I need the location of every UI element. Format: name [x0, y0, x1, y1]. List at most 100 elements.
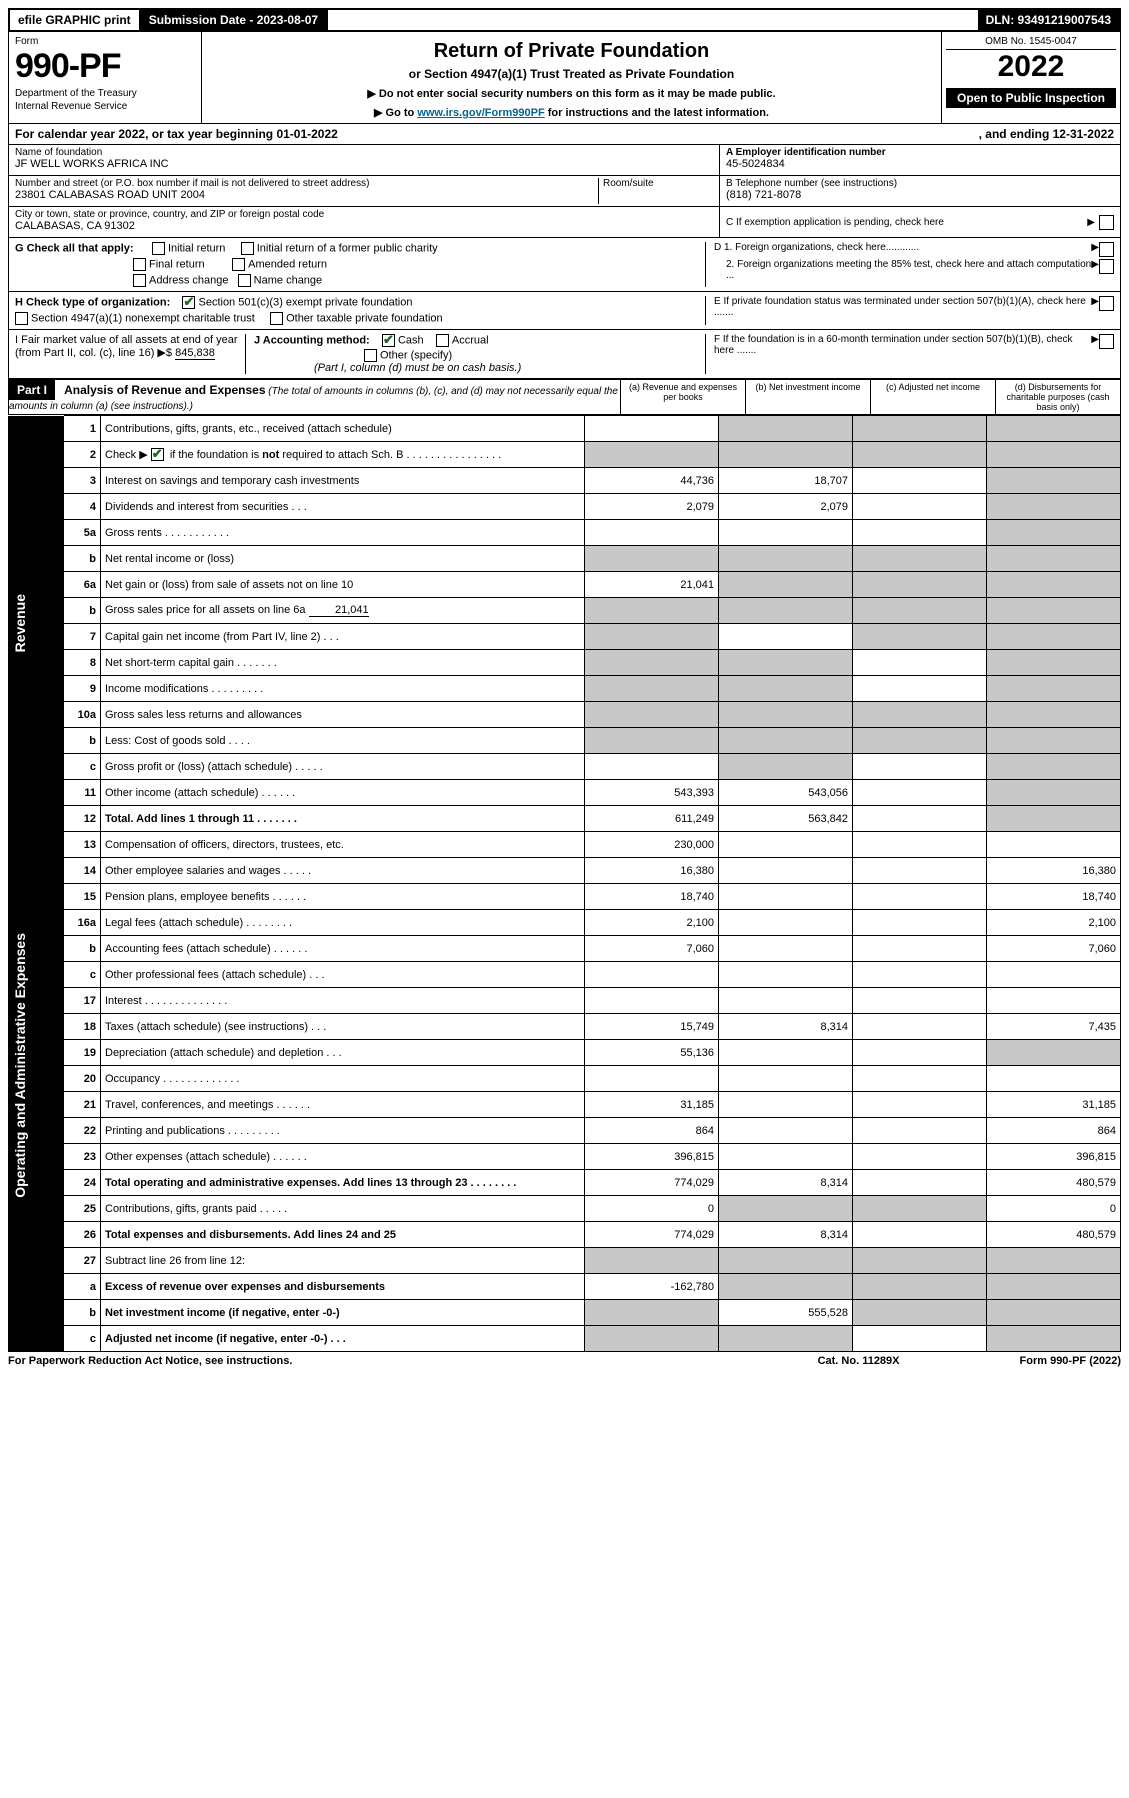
entity-info: Name of foundation JF WELL WORKS AFRICA … [8, 145, 1121, 238]
l19-a: 55,136 [585, 1040, 719, 1066]
d1-text: D 1. Foreign organizations, check here..… [714, 242, 1091, 257]
g-final: Final return [149, 258, 205, 270]
foundation-name: JF WELL WORKS AFRICA INC [15, 158, 169, 170]
line-6a: Net gain or (loss) from sale of assets n… [101, 572, 585, 598]
form-number: 990-PF [15, 47, 195, 86]
h-501c3: Section 501(c)(3) exempt private foundat… [198, 296, 412, 308]
irs-label: Internal Revenue Service [15, 101, 195, 112]
g-amended: Amended return [248, 258, 327, 270]
line-14: Other employee salaries and wages . . . … [101, 858, 585, 884]
g-initial-checkbox[interactable] [152, 242, 165, 255]
city-state-zip: CALABASAS, CA 91302 [15, 220, 135, 232]
expenses-side-label: Operating and Administrative Expenses [12, 933, 28, 1198]
l15-a: 18,740 [585, 884, 719, 910]
line-9: Income modifications . . . . . . . . . [101, 676, 585, 702]
section-h-row: H Check type of organization: Section 50… [8, 292, 1121, 330]
e-checkbox[interactable] [1099, 296, 1114, 311]
tax-year: 2022 [946, 50, 1116, 84]
dept-treasury: Department of the Treasury [15, 88, 195, 99]
j-accrual-checkbox[interactable] [436, 334, 449, 347]
ein-value: 45-5024834 [726, 158, 785, 170]
h-4947: Section 4947(a)(1) nonexempt charitable … [31, 312, 255, 324]
ssn-notice: ▶ Do not enter social security numbers o… [208, 87, 935, 100]
g-name-checkbox[interactable] [238, 274, 251, 287]
line-8: Net short-term capital gain . . . . . . … [101, 650, 585, 676]
street-address: 23801 CALABASAS ROAD UNIT 2004 [15, 189, 205, 201]
part1-label: Part I [9, 380, 55, 400]
h-4947-checkbox[interactable] [15, 312, 28, 325]
form-word: Form [15, 36, 195, 47]
line-16b: Accounting fees (attach schedule) . . . … [101, 936, 585, 962]
h-501c3-checkbox[interactable] [182, 296, 195, 309]
c-checkbox[interactable] [1099, 215, 1114, 230]
l26-b: 8,314 [719, 1222, 853, 1248]
l4-b: 2,079 [719, 494, 853, 520]
line-16a: Legal fees (attach schedule) . . . . . .… [101, 910, 585, 936]
line-18: Taxes (attach schedule) (see instruction… [101, 1014, 585, 1040]
form-title: Return of Private Foundation [208, 40, 935, 63]
l16b-a: 7,060 [585, 936, 719, 962]
f-checkbox[interactable] [1099, 334, 1114, 349]
j-cash: Cash [398, 334, 424, 346]
line-3: Interest on savings and temporary cash i… [101, 468, 585, 494]
g-amended-checkbox[interactable] [232, 258, 245, 271]
d2-checkbox[interactable] [1099, 259, 1114, 274]
l6a-a: 21,041 [585, 572, 719, 598]
g-label: G Check all that apply: [15, 242, 134, 254]
g-final-checkbox[interactable] [133, 258, 146, 271]
g-address-checkbox[interactable] [133, 274, 146, 287]
l26-a: 774,029 [585, 1222, 719, 1248]
col-c-header: (c) Adjusted net income [870, 380, 995, 414]
d1-checkbox[interactable] [1099, 242, 1114, 257]
line-16c: Other professional fees (attach schedule… [101, 962, 585, 988]
l3-a: 44,736 [585, 468, 719, 494]
instructions-link[interactable]: www.irs.gov/Form990PF [417, 107, 544, 119]
dln: DLN: 93491219007543 [978, 10, 1119, 30]
j-note: (Part I, column (d) must be on cash basi… [314, 362, 697, 374]
line-22: Printing and publications . . . . . . . … [101, 1118, 585, 1144]
phone-value: (818) 721-8078 [726, 189, 801, 201]
l24-d: 480,579 [987, 1170, 1121, 1196]
l18-d: 7,435 [987, 1014, 1121, 1040]
l27a-a: -162,780 [585, 1274, 719, 1300]
cal-year-begin: For calendar year 2022, or tax year begi… [15, 127, 979, 141]
l18-b: 8,314 [719, 1014, 853, 1040]
l21-a: 31,185 [585, 1092, 719, 1118]
j-other-checkbox[interactable] [364, 349, 377, 362]
goto-post: for instructions and the latest informat… [545, 107, 769, 119]
l14-a: 16,380 [585, 858, 719, 884]
l3-b: 18,707 [719, 468, 853, 494]
room-label: Room/suite [603, 178, 713, 189]
part1-header: Part I Analysis of Revenue and Expenses … [8, 379, 1121, 415]
line-2-post: if the foundation is not required to att… [167, 449, 501, 461]
address-label: Number and street (or P.O. box number if… [15, 178, 598, 189]
line-2-pre: Check ▶ [105, 449, 151, 461]
line-24: Total operating and administrative expen… [101, 1170, 585, 1196]
line-27b: Net investment income (if negative, ente… [101, 1300, 585, 1326]
l22-d: 864 [987, 1118, 1121, 1144]
l23-d: 396,815 [987, 1144, 1121, 1170]
line-23: Other expenses (attach schedule) . . . .… [101, 1144, 585, 1170]
paperwork-notice: For Paperwork Reduction Act Notice, see … [8, 1355, 818, 1367]
goto-pre: ▶ Go to [374, 107, 417, 119]
line-27a: Excess of revenue over expenses and disb… [101, 1274, 585, 1300]
e-text: E If private foundation status was termi… [714, 296, 1091, 318]
line-2-checkbox[interactable] [151, 448, 164, 461]
open-inspection: Open to Public Inspection [946, 88, 1116, 108]
h-other-checkbox[interactable] [270, 312, 283, 325]
submission-date: Submission Date - 2023-08-07 [141, 10, 328, 30]
efile-print[interactable]: efile GRAPHIC print [10, 10, 141, 30]
c-exemption-text: C If exemption application is pending, c… [726, 217, 1087, 228]
l16b-d: 7,060 [987, 936, 1121, 962]
revenue-side-label: Revenue [12, 594, 28, 652]
line-12: Total. Add lines 1 through 11 . . . . . … [101, 806, 585, 832]
col-a-header: (a) Revenue and expenses per books [620, 380, 745, 414]
j-cash-checkbox[interactable] [382, 334, 395, 347]
line-6b-pre: Gross sales price for all assets on line… [105, 604, 306, 616]
l11-b: 543,056 [719, 780, 853, 806]
line-7: Capital gain net income (from Part IV, l… [101, 624, 585, 650]
col-b-header: (b) Net investment income [745, 380, 870, 414]
calendar-year-row: For calendar year 2022, or tax year begi… [8, 124, 1121, 145]
omb-number: OMB No. 1545-0047 [946, 36, 1116, 50]
g-initial-former-checkbox[interactable] [241, 242, 254, 255]
